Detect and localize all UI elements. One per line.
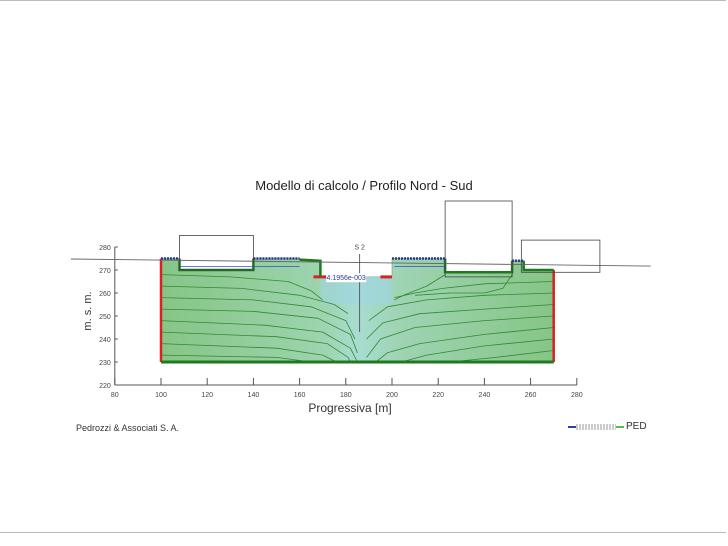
flow-line bbox=[394, 281, 554, 298]
flow-line bbox=[160, 320, 358, 363]
legend-green-line bbox=[616, 425, 624, 428]
x-tick-label: 140 bbox=[248, 392, 260, 399]
flow-line bbox=[160, 343, 337, 363]
flow-line bbox=[160, 308, 358, 353]
value-label: 4.1956e-003 bbox=[327, 275, 366, 282]
building-outline bbox=[444, 200, 513, 278]
legend: PED bbox=[568, 421, 647, 432]
chart-title: Modello di calcolo / Profilo Nord - Sud bbox=[255, 178, 473, 193]
y-tick-label: 270 bbox=[99, 268, 111, 275]
company-name: Pedrozzi & Associati S. A. bbox=[76, 423, 180, 433]
flow-line bbox=[160, 297, 356, 340]
flow-line bbox=[160, 285, 349, 315]
x-tick-label: 160 bbox=[294, 392, 306, 399]
flow-line bbox=[160, 354, 312, 363]
x-tick-label: 200 bbox=[386, 392, 398, 399]
x-axis-label: Progressiva [m] bbox=[308, 401, 392, 415]
flow-line bbox=[415, 274, 513, 296]
flow-line bbox=[366, 304, 554, 340]
y-tick-label: 230 bbox=[99, 360, 111, 367]
x-tick-label: 120 bbox=[201, 392, 213, 399]
y-tick-label: 280 bbox=[99, 245, 111, 252]
ground-line bbox=[70, 258, 651, 267]
flow-line bbox=[394, 274, 446, 301]
building-outline bbox=[520, 239, 601, 273]
flow-line bbox=[449, 350, 554, 363]
legend-label: PED bbox=[626, 421, 647, 432]
flow-line bbox=[366, 315, 554, 358]
building-outline bbox=[179, 235, 254, 271]
x-tick-label: 180 bbox=[340, 392, 352, 399]
flow-line bbox=[375, 327, 554, 363]
value-label-box bbox=[326, 273, 367, 283]
x-tick-label: 100 bbox=[155, 392, 167, 399]
y-tick-label: 240 bbox=[99, 337, 111, 344]
legend-blue-line bbox=[568, 425, 576, 428]
flow-line bbox=[160, 331, 351, 363]
y-tick-label: 260 bbox=[99, 291, 111, 298]
building-2-boundary bbox=[443, 258, 514, 274]
building-3-boundary bbox=[522, 260, 554, 272]
drain-boundary bbox=[299, 258, 322, 277]
flow-line bbox=[368, 292, 554, 321]
x-tick-label: 220 bbox=[432, 392, 444, 399]
x-tick-label: 240 bbox=[479, 392, 491, 399]
section-label: S 2 bbox=[354, 244, 365, 251]
page-frame bbox=[0, 0, 726, 533]
legend-small-text bbox=[576, 423, 616, 430]
x-tick-label: 80 bbox=[111, 392, 119, 399]
y-axis-label: m. s. m. bbox=[82, 291, 94, 331]
y-tick-label: 250 bbox=[99, 314, 111, 321]
x-tick-label: 260 bbox=[525, 392, 537, 399]
y-tick-label: 220 bbox=[99, 383, 111, 390]
flow-line bbox=[401, 338, 554, 363]
flow-line bbox=[160, 274, 323, 301]
x-tick-label: 280 bbox=[571, 392, 583, 399]
